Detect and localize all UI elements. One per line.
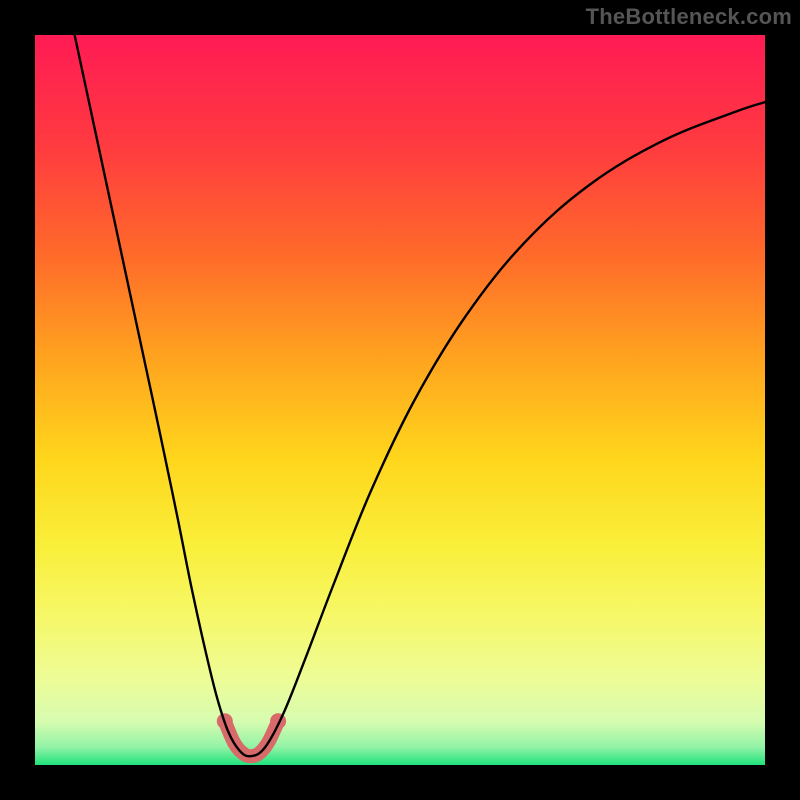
watermark-text: TheBottleneck.com	[586, 4, 792, 30]
bottleneck-chart	[0, 0, 800, 800]
chart-stage: TheBottleneck.com	[0, 0, 800, 800]
